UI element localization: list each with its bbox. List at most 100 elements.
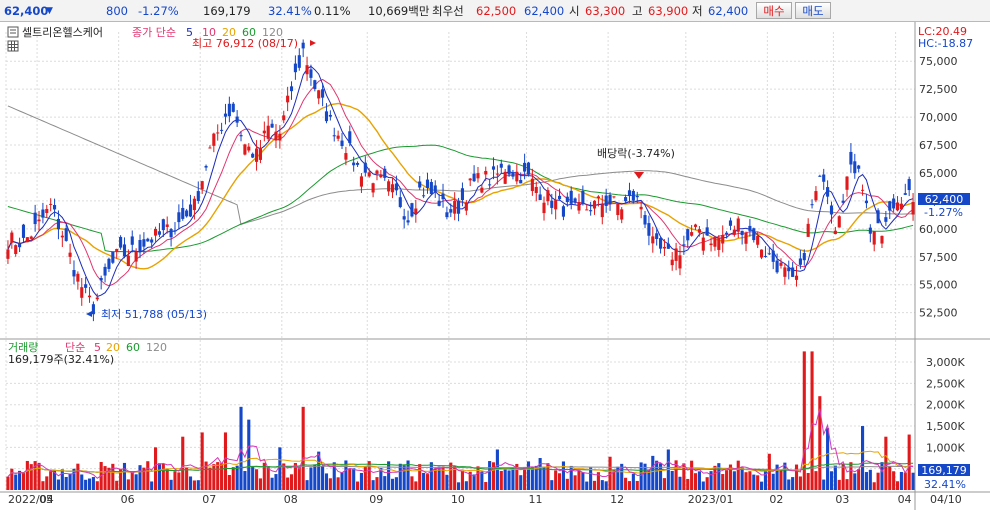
up-candle [192, 198, 196, 211]
ma60-label: 60 [242, 26, 256, 39]
down-candle [223, 113, 228, 117]
down-candle [437, 200, 441, 206]
turnover: 0.11% [314, 4, 351, 18]
up-candle [359, 176, 363, 187]
up-candle [697, 229, 701, 233]
buy-button[interactable]: 매수 [756, 2, 792, 19]
volume-bar [200, 432, 204, 490]
volume-bar [659, 463, 663, 490]
up-candle [837, 216, 841, 228]
volume-bar [173, 471, 177, 490]
volume-bar [589, 467, 593, 490]
down-candle [251, 153, 255, 158]
up-candle [453, 200, 457, 214]
volume-bar [585, 481, 589, 490]
down-candle [666, 243, 670, 249]
volume-bar [126, 479, 130, 490]
volume-bar [80, 474, 84, 490]
x-tick-label: 06 [121, 493, 135, 506]
down-candle [526, 162, 531, 175]
down-candle [810, 204, 814, 206]
x-tick-label: 02 [769, 493, 783, 506]
volume-bar [701, 481, 705, 490]
price-chart[interactable]: 75,00072,50070,00067,50065,00062,50060,0… [0, 22, 990, 510]
up-candle [833, 230, 837, 235]
down-candle [445, 212, 449, 218]
sell-button[interactable]: 매도 [795, 2, 831, 19]
up-candle [600, 204, 604, 218]
volume-bar [899, 471, 903, 490]
down-candle [394, 183, 398, 191]
down-candle [418, 181, 422, 188]
volume-bar [837, 479, 841, 490]
down-candle [398, 197, 402, 208]
up-candle [484, 170, 488, 175]
volume-ma5-label: 5 [94, 341, 101, 354]
current-pct-tag: -1.27% [924, 206, 963, 219]
volume-bar [721, 474, 725, 490]
down-candle [64, 228, 68, 241]
down-candle [763, 255, 767, 257]
volume-bar [713, 465, 717, 490]
up-candle [845, 176, 849, 190]
current-price-tag [918, 193, 970, 205]
volume-bar [670, 470, 674, 490]
volume-bar [107, 467, 111, 490]
icon-box[interactable] [7, 26, 19, 38]
down-candle [181, 207, 185, 219]
up-candle [414, 208, 418, 214]
y-tick-label: 65,000 [919, 167, 958, 180]
volume-bar [383, 476, 387, 490]
up-candle [25, 237, 29, 243]
down-candle [84, 284, 88, 288]
up-candle [468, 178, 472, 181]
x-tick-label: 2023/01 [688, 493, 734, 506]
volume-bar [697, 471, 701, 490]
up-candle [212, 133, 216, 146]
up-candle [701, 237, 705, 251]
up-candle [880, 235, 884, 244]
volume-bar [725, 470, 729, 490]
up-candle [165, 224, 169, 227]
volume-bar [161, 463, 165, 490]
volume-bar [682, 463, 686, 490]
down-candle [829, 205, 834, 215]
volume-ma20-label: 20 [106, 341, 120, 354]
volume-bar [845, 479, 849, 490]
down-candle [340, 140, 344, 147]
down-candle [422, 195, 426, 197]
volume-bar [196, 480, 200, 490]
volume-ma5-line [7, 408, 914, 479]
down-candle [18, 243, 22, 248]
up-candle [612, 196, 616, 198]
volume-bar [457, 482, 461, 490]
down-candle [907, 179, 911, 191]
volume-bar [286, 477, 290, 490]
volume-bar [783, 462, 787, 490]
grid-icon[interactable] [7, 40, 19, 52]
down-candle [581, 190, 585, 205]
up-candle [717, 237, 721, 250]
up-candle [255, 148, 259, 162]
down-candle [604, 195, 608, 206]
volume-bar [565, 478, 569, 490]
high-annotation: 최고 76,912 (08/17) [192, 37, 298, 50]
volume-bar [53, 470, 57, 490]
down-candle [826, 187, 830, 197]
low-marker-icon [86, 311, 92, 317]
volume-bar [247, 419, 251, 490]
down-candle [457, 200, 461, 214]
volume-bar [538, 458, 542, 490]
up-candle [690, 232, 694, 236]
current-volume-pct: 32.41% [924, 478, 966, 491]
down-candle [157, 231, 161, 235]
volume-bar [356, 481, 360, 490]
up-candle [379, 174, 383, 178]
volume-tick-label: 1,000K [926, 441, 965, 454]
up-candle [243, 144, 247, 155]
down-candle [499, 163, 503, 168]
down-candle [511, 172, 515, 177]
up-candle [45, 208, 49, 214]
volume-bar [581, 472, 585, 490]
volume-bar [371, 480, 375, 490]
